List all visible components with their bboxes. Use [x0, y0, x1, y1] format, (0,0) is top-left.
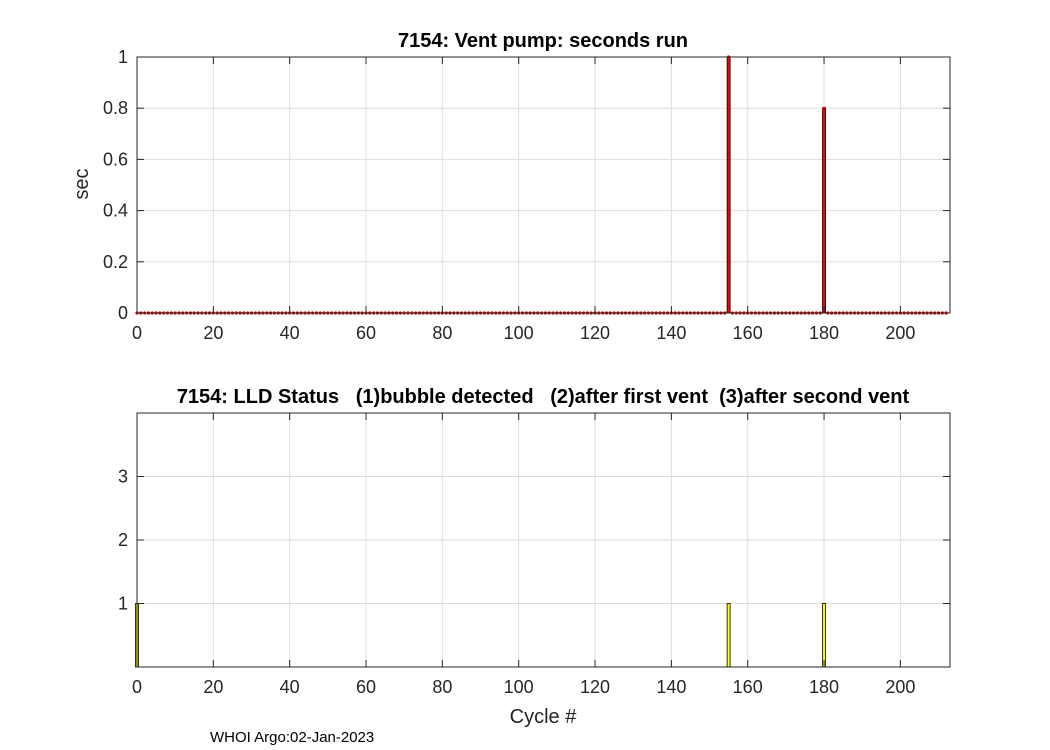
lld-status-bars — [135, 603, 826, 668]
lld-status-x-tick-label: 180 — [809, 677, 839, 697]
vent-pump-title: 7154: Vent pump: seconds run — [398, 30, 688, 52]
vent-pump-y-tick-label: 0.4 — [103, 201, 128, 221]
vent-pump-x-tick-label: 0 — [132, 323, 142, 343]
vent-pump-axes-frame — [136, 56, 951, 314]
vent-pump-y-tick-label: 0.6 — [103, 149, 128, 169]
lld-status-x-tick-label: 20 — [203, 677, 223, 697]
vent-pump-ticks: 0 20 40 60 80 100 120 140 160 180 200 0 0.2 0.4 0.6 0.8… — [103, 47, 950, 343]
vent-pump-y-tick-label: 0.8 — [103, 98, 128, 118]
lld-status-chart: 0 20 40 60 80 100 120 140 160 180 200 1 2 3 7154: LLD… — [118, 386, 951, 728]
lld-status-bar — [822, 603, 826, 668]
footer-stamp: WHOI Argo:02-Jan-2023 — [210, 729, 374, 746]
lld-status-x-axis-label: Cycle # — [510, 706, 578, 728]
vent-pump-x-tick-label: 140 — [656, 323, 686, 343]
vent-pump-bar — [822, 107, 826, 314]
lld-status-x-tick-label: 160 — [733, 677, 763, 697]
vent-pump-x-tick-label: 80 — [432, 323, 452, 343]
lld-status-x-tick-label: 40 — [280, 677, 300, 697]
vent-pump-y-tick-label: 1 — [118, 47, 128, 67]
vent-pump-x-tick-label: 200 — [885, 323, 915, 343]
vent-pump-x-tick-label: 180 — [809, 323, 839, 343]
lld-status-x-tick-label: 60 — [356, 677, 376, 697]
lld-status-y-tick-label: 3 — [118, 467, 128, 487]
vent-pump-x-tick-label: 60 — [356, 323, 376, 343]
vent-pump-point — [822, 106, 826, 110]
lld-status-grid — [136, 413, 950, 667]
vent-pump-y-tick-label: 0.2 — [103, 252, 128, 272]
vent-pump-bars — [726, 56, 826, 314]
vent-pump-bar — [726, 56, 731, 314]
lld-status-x-tick-label: 0 — [132, 677, 142, 697]
lld-status-ticks: 0 20 40 60 80 100 120 140 160 180 200 1 2 3 — [118, 413, 950, 697]
lld-status-y-tick-label: 1 — [118, 594, 128, 614]
lld-status-title: 7154: LLD Status (1)bubble detected (2)a… — [177, 386, 910, 408]
lld-status-y-tick-label: 2 — [118, 530, 128, 550]
lld-status-bar — [726, 603, 731, 668]
vent-pump-grid — [136, 56, 950, 314]
vent-pump-x-tick-label: 160 — [733, 323, 763, 343]
vent-pump-x-tick-label: 120 — [580, 323, 610, 343]
vent-pump-x-tick-label: 100 — [504, 323, 534, 343]
vent-pump-x-tick-label: 40 — [280, 323, 300, 343]
lld-status-x-tick-label: 120 — [580, 677, 610, 697]
vent-pump-x-tick-label: 20 — [203, 323, 223, 343]
lld-status-x-tick-label: 80 — [432, 677, 452, 697]
vent-pump-y-tick-label: 0 — [118, 303, 128, 323]
lld-status-x-tick-label: 200 — [885, 677, 915, 697]
vent-pump-chart: 0 20 40 60 80 100 120 140 160 180 200 0 0.2 0.4 0.6 0.8… — [71, 30, 951, 343]
lld-status-x-tick-label: 100 — [504, 677, 534, 697]
vent-pump-y-axis-label: sec — [71, 168, 93, 199]
lld-status-x-tick-label: 140 — [656, 677, 686, 697]
